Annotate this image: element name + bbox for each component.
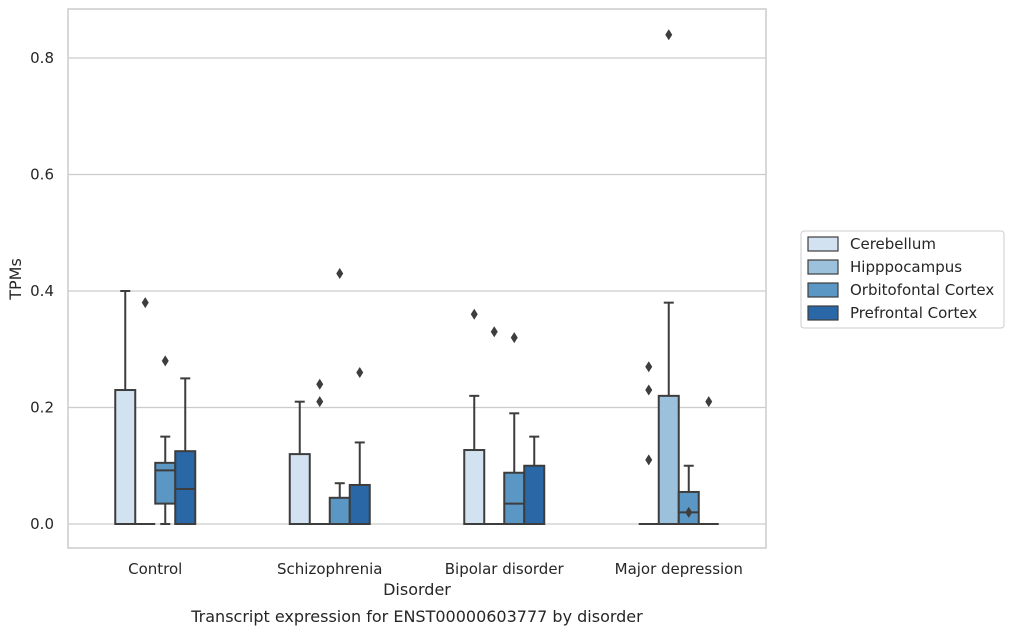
box-body xyxy=(174,450,197,525)
flier xyxy=(356,367,364,379)
box-1-2 xyxy=(328,268,351,526)
y-tick-label: 0.8 xyxy=(30,49,54,67)
box-body xyxy=(154,461,177,505)
box-3-3 xyxy=(698,396,719,525)
x-tick-label: Bipolar disorder xyxy=(445,560,565,578)
box-1-1 xyxy=(309,378,330,525)
legend-item: Hipppocampus xyxy=(807,258,962,276)
flier xyxy=(705,396,713,408)
box-body xyxy=(657,394,680,525)
box-0-0 xyxy=(114,290,137,525)
y-tick-label: 0.4 xyxy=(30,282,54,300)
y-tick-label: 0.0 xyxy=(30,515,54,533)
legend-item: Orbitofontal Cortex xyxy=(807,281,994,299)
legend-label: Orbitofontal Cortex xyxy=(850,281,994,299)
x-tick-labels: Control Schizophrenia Bipolar disorder Majo… xyxy=(128,560,743,578)
x-tick-label: Schizophrenia xyxy=(277,560,382,578)
flier xyxy=(645,384,653,396)
box-0-2 xyxy=(154,355,177,525)
legend-frame xyxy=(800,230,1005,329)
flier xyxy=(141,297,149,309)
flier xyxy=(685,506,693,518)
y-tick-label: 0.2 xyxy=(30,399,54,417)
flier xyxy=(510,332,518,344)
flier xyxy=(490,326,498,338)
box-1-3 xyxy=(348,367,371,526)
box-2-2 xyxy=(503,332,526,525)
flier xyxy=(665,29,673,41)
flier xyxy=(645,361,653,373)
box-body xyxy=(463,449,486,525)
legend-swatch xyxy=(807,236,839,252)
box-body xyxy=(523,464,546,525)
box-groups xyxy=(114,29,719,526)
box-2-3 xyxy=(523,435,546,525)
chart-caption: Transcript expression for ENST0000060377… xyxy=(190,607,643,626)
legend-item: Prefrontal Cortex xyxy=(807,304,977,322)
y-tick-label: 0.6 xyxy=(30,166,54,184)
legend-label: Prefrontal Cortex xyxy=(850,304,977,322)
y-axis-label: TPMs xyxy=(6,258,25,301)
legend-swatch xyxy=(807,282,839,298)
legend-label: Hipppocampus xyxy=(850,258,962,276)
flier xyxy=(316,396,324,408)
box-body xyxy=(503,471,526,525)
legend-swatch xyxy=(807,259,839,275)
x-axis-label: Disorder xyxy=(383,580,451,599)
box-0-1 xyxy=(135,297,156,525)
legend-label: Cerebellum xyxy=(850,235,936,253)
y-tick-labels: 0.0 0.2 0.4 0.6 0.8 xyxy=(30,49,54,533)
legend: Cerebellum Hipppocampus Orbitofontal Corte… xyxy=(800,230,1005,329)
flier xyxy=(161,355,169,367)
flier xyxy=(316,378,324,390)
box-body xyxy=(114,389,137,525)
box-body xyxy=(328,496,351,526)
box-body xyxy=(288,453,311,526)
box-2-0 xyxy=(463,308,486,525)
plot-frame xyxy=(67,8,767,549)
legend-item: Cerebellum xyxy=(807,235,936,253)
box-1-0 xyxy=(288,400,311,526)
box-3-0 xyxy=(638,361,659,525)
flier xyxy=(336,268,344,280)
flier xyxy=(645,454,653,466)
box-3-1 xyxy=(657,29,680,525)
x-tick-label: Major depression xyxy=(615,560,743,578)
box-0-3 xyxy=(174,377,197,525)
box-2-1 xyxy=(484,326,505,525)
legend-swatch xyxy=(807,305,839,321)
box-3-2 xyxy=(677,464,700,525)
flier xyxy=(470,308,478,320)
box-body xyxy=(348,483,371,526)
x-tick-label: Control xyxy=(128,560,182,578)
